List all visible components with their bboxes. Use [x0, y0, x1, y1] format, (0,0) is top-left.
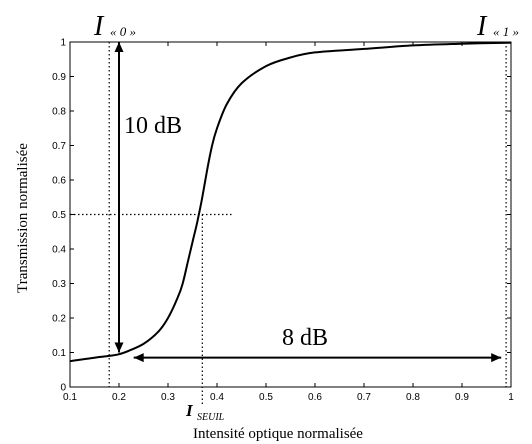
- annotation-iseuil-letter: I: [185, 401, 194, 420]
- arrow-horizontal-head-right: [491, 353, 502, 363]
- annotation-iseuil: I SEUIL: [185, 401, 225, 423]
- y-tick-label: 0: [60, 383, 66, 394]
- y-tick-label: 1: [60, 38, 66, 49]
- x-axis: 0.1 0.2 0.3 0.4 0.5 0.6 0.7 0.8 0.9 1: [63, 42, 514, 403]
- arrow-vertical-head-bottom: [114, 342, 124, 353]
- x-tick-label: 0.9: [455, 392, 469, 403]
- y-tick-label: 0.7: [52, 141, 66, 152]
- y-axis: 0 0.1 0.2 0.3 0.4 0.5 0.6 0.7 0.8 0.9 1: [52, 38, 511, 394]
- arrow-horizontal-head-left: [133, 353, 144, 363]
- x-axis-label: Intensité optique normalisée: [193, 426, 363, 442]
- y-tick-label: 0.5: [52, 210, 66, 221]
- y-tick-label: 0.6: [52, 176, 66, 187]
- x-tick-label: 0.3: [161, 392, 175, 403]
- annotation-i0-sub: « 0 »: [110, 24, 136, 39]
- y-axis-label: Transmission normalisée: [15, 143, 31, 293]
- x-tick-label: 0.5: [259, 392, 273, 403]
- series-line: [69, 41, 512, 363]
- x-tick-label: 0.7: [357, 392, 371, 403]
- arrows: [114, 42, 502, 363]
- x-tick-label: 0.6: [308, 392, 322, 403]
- annotation-iseuil-sub: SEUIL: [197, 412, 225, 423]
- y-tick-label: 0.8: [52, 107, 66, 118]
- annotation-10db: 10 dB: [124, 113, 182, 139]
- y-tick-label: 0.2: [52, 314, 66, 325]
- annotation-i0-letter: I: [93, 11, 105, 42]
- y-tick-label: 0.9: [52, 72, 66, 83]
- y-tick-label: 0.4: [52, 245, 66, 256]
- annotation-i0: I « 0 »: [93, 11, 136, 42]
- annotation-i1: I « 1 »: [476, 11, 519, 42]
- y-tick-label: 0.1: [52, 348, 66, 359]
- y-tick-label: 0.3: [52, 279, 66, 290]
- x-tick-label: 0.8: [406, 392, 420, 403]
- x-tick-label: 0.4: [210, 392, 224, 403]
- annotation-i1-sub: « 1 »: [493, 24, 519, 39]
- x-tick-label: 0.2: [112, 392, 126, 403]
- reference-lines: [70, 42, 507, 405]
- x-tick-label: 0.1: [63, 392, 77, 403]
- annotation-8db: 8 dB: [282, 325, 328, 351]
- arrow-vertical-head-top: [114, 42, 124, 52]
- annotation-i1-letter: I: [476, 11, 488, 42]
- x-tick-label: 1: [508, 392, 514, 403]
